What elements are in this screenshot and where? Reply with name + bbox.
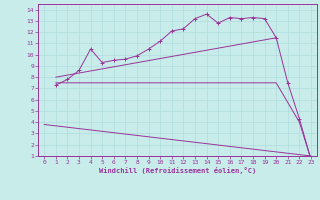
- X-axis label: Windchill (Refroidissement éolien,°C): Windchill (Refroidissement éolien,°C): [99, 167, 256, 174]
